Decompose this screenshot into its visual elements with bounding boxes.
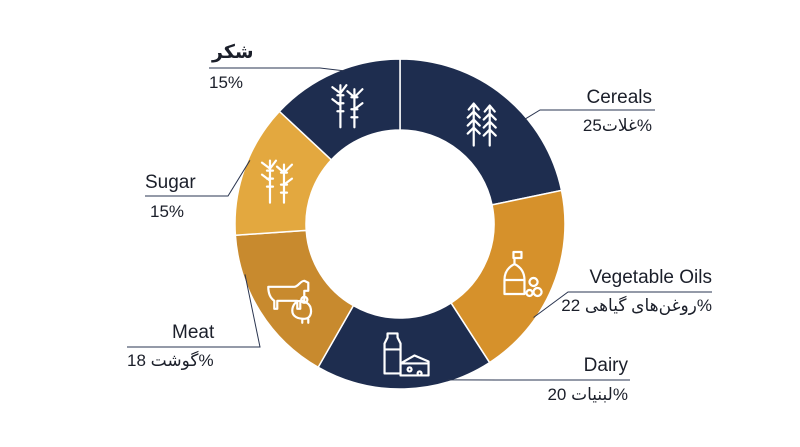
icons-layer: [260, 84, 543, 377]
slice-value-cereals: غلات25%: [583, 116, 652, 135]
cow-chicken-4-icon: [267, 279, 313, 324]
slice-value-vegetable-oils: روغن‌های گیاهی 22%: [561, 295, 712, 315]
leader-line-5: [145, 160, 251, 197]
slice-name-vegetable-oils: Vegetable Oils: [589, 267, 712, 288]
slice-name-sugar: Sugar: [145, 172, 196, 193]
leader-line-1: [524, 109, 655, 120]
slices-layer: [234, 58, 566, 390]
slice-name-meat: Meat: [172, 322, 215, 343]
sugarcane-6-icon: [331, 84, 364, 129]
leader-line-6: [209, 67, 345, 72]
leaders-layer: [127, 67, 712, 381]
slice-name-shekar: شکر: [211, 42, 254, 63]
slice-2: [449, 189, 566, 364]
slice-value-meat: گوشت 18%: [127, 350, 214, 370]
leader-line-4: [127, 274, 261, 348]
wheat-1-icon: [466, 102, 497, 147]
label-shekar: شکر 15%: [209, 42, 254, 92]
label-vegetable-oils: Vegetable Oils روغن‌های گیاهی 22%: [561, 267, 712, 315]
slice-value-dairy: لبنیات 20%: [547, 385, 628, 404]
slice-value-shekar: 15%: [209, 73, 243, 92]
slice-name-dairy: Dairy: [584, 355, 629, 376]
label-dairy: Dairy لبنیات 20%: [547, 355, 628, 404]
slice-value-sugar: 15%: [150, 202, 184, 221]
slice-name-cereals: Cereals: [587, 87, 652, 108]
sugarcane-5-icon: [260, 159, 294, 204]
label-meat: Meat گوشت 18%: [127, 322, 215, 370]
slice-1: [399, 58, 563, 206]
label-cereals: Cereals غلات25%: [583, 87, 652, 135]
milk-cheese-3-icon: [383, 332, 430, 377]
label-sugar: Sugar 15%: [145, 172, 196, 221]
oil-bottle-2-icon: [503, 250, 543, 298]
leader-line-2: [533, 291, 712, 318]
